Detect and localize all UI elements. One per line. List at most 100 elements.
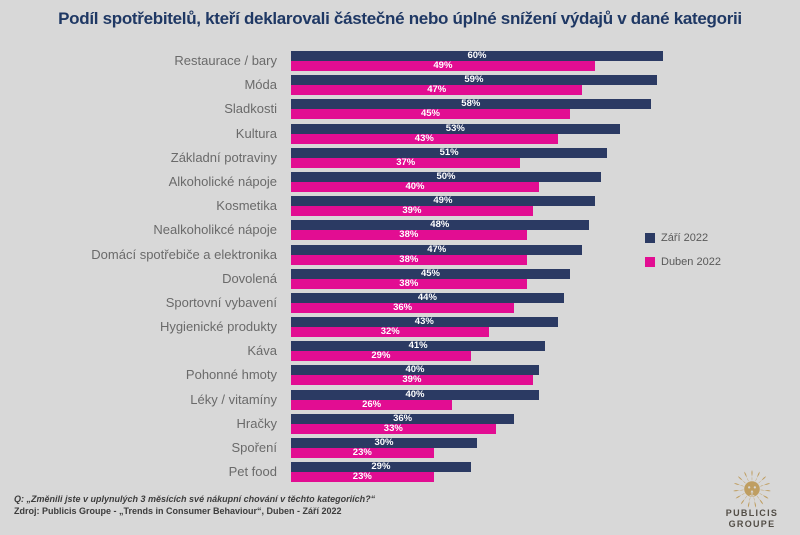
bar-september: 40% [291, 389, 539, 400]
footnote-source: Zdroj: Publicis Groupe - „Trends in Cons… [14, 505, 342, 516]
bar-value-label: 58% [461, 98, 481, 110]
bar-value-label: 45% [420, 267, 440, 279]
bar-september: 29% [291, 461, 471, 473]
bar-value-label: 49% [433, 195, 453, 207]
legend-label-september: Září 2022 [661, 232, 709, 244]
bar-april: 39% [291, 374, 533, 386]
chart-row: Sportovní vybavení 44% 36% [0, 291, 800, 317]
bar-september: 45% [291, 267, 570, 279]
bar-value-label: 53% [445, 122, 465, 134]
bar-september: 30% [291, 437, 477, 448]
chart-row: Spoření 30% 23% [0, 437, 800, 462]
category-label: Léky / vitamíny [190, 391, 277, 407]
legend-swatch-april-icon [645, 257, 655, 267]
bar-value-label: 23% [352, 447, 372, 458]
category-label: Domácí spotřebiče a elektronika [91, 246, 277, 262]
bar-april: 38% [291, 277, 527, 289]
chart-row: Domácí spotřebiče a elektronika 47% 38% [0, 243, 800, 269]
bar-september: 41% [291, 340, 546, 352]
legend-label-april: Duben 2022 [661, 256, 721, 268]
bar-value-label: 38% [399, 277, 419, 289]
chart-row: Káva 41% 29% [0, 341, 800, 365]
category-label: Základní potraviny [170, 149, 277, 165]
bar-value-label: 37% [396, 156, 416, 168]
bar-april: 43% [291, 132, 558, 144]
bar-september: 49% [291, 195, 595, 207]
bar-april: 45% [291, 108, 570, 120]
bar-value-label: 30% [374, 437, 394, 448]
chart-row: Kosmetika 49% 39% [0, 195, 800, 220]
chart-row: Sladkosti 58% 45% [0, 99, 800, 123]
bar-september: 40% [291, 364, 539, 376]
bar-value-label: 23% [352, 471, 372, 483]
chart-row: Pohonné hmoty 40% 39% [0, 365, 800, 389]
chart-row: Hygienické produkty 43% 32% [0, 316, 800, 341]
chart-row: Léky / vitamíny 40% 26% [0, 389, 800, 414]
bar-value-label: 43% [414, 132, 434, 144]
category-label: Káva [247, 343, 277, 359]
bar-value-label: 32% [380, 326, 400, 338]
category-label: Móda [244, 77, 277, 93]
bar-september: 59% [291, 74, 657, 86]
bar-value-label: 44% [417, 291, 437, 303]
bar-september: 43% [291, 316, 558, 328]
bar-value-label: 60% [467, 50, 487, 61]
bar-september: 58% [291, 98, 651, 110]
bar-value-label: 47% [427, 84, 447, 96]
bar-april: 33% [291, 422, 496, 434]
page-title: Podíl spotřebitelů, kteří deklarovali čá… [58, 9, 742, 28]
category-label: Pet food [228, 464, 277, 480]
category-label: Pohonné hmoty [185, 367, 277, 383]
bar-april: 38% [291, 229, 527, 241]
bar-april: 37% [291, 156, 521, 168]
category-label: Dovolená [222, 270, 277, 286]
category-label: Spoření [231, 440, 277, 455]
lion-sunburst-icon [733, 470, 771, 508]
bar-september: 44% [291, 291, 564, 303]
chart-row: Alkoholické nápoje 50% 40% [0, 171, 800, 196]
bar-april: 23% [291, 471, 434, 483]
bar-september: 47% [291, 243, 583, 255]
chart-row: Restaurace / bary 60% 49% [0, 50, 800, 75]
bar-april: 32% [291, 326, 490, 338]
legend-item-april: Duben 2022 [645, 255, 721, 269]
bar-september: 51% [291, 147, 608, 158]
chart-row: Kultura 53% 43% [0, 122, 800, 148]
category-label: Kosmetika [216, 198, 277, 214]
category-label: Sladkosti [224, 101, 277, 117]
publicis-groupe-logo: PUBLICIS GROUPE [710, 470, 794, 530]
bar-april: 49% [291, 60, 595, 71]
bar-value-label: 33% [383, 422, 403, 434]
bar-value-label: 29% [371, 350, 391, 362]
footnotes: Q: „Změnili jste v uplynulých 3 měsících… [14, 494, 375, 517]
bar-value-label: 40% [405, 364, 425, 376]
chart-row: Dovolená 45% 38% [0, 267, 800, 293]
bar-value-label: 59% [464, 74, 484, 86]
category-label: Kultura [235, 125, 277, 141]
bar-april: 40% [291, 181, 539, 192]
category-label: Restaurace / bary [174, 53, 277, 68]
bar-september: 53% [291, 122, 620, 134]
bar-value-label: 38% [399, 229, 419, 241]
legend: Září 2022 Duben 2022 [645, 231, 721, 279]
category-label: Sportovní vybavení [165, 294, 277, 310]
bar-value-label: 47% [427, 243, 447, 255]
bar-september: 48% [291, 220, 589, 231]
bar-value-label: 29% [371, 461, 391, 473]
logo-text-groupe: GROUPE [728, 519, 776, 529]
category-label: Hračky [236, 415, 277, 431]
bar-value-label: 26% [362, 398, 382, 410]
category-label: Alkoholické nápoje [168, 173, 277, 189]
bar-value-label: 39% [402, 374, 422, 386]
chart-row: Hračky 36% 33% [0, 413, 800, 438]
bar-value-label: 41% [408, 340, 428, 352]
bar-september: 50% [291, 171, 601, 182]
bar-september: 60% [291, 50, 663, 61]
bar-value-label: 49% [433, 60, 453, 71]
chart-row: Základní potraviny 51% 37% [0, 147, 800, 172]
bar-chart: Restaurace / bary 60% 49% Móda 59% 47% Sladkos… [0, 50, 800, 486]
bar-value-label: 45% [420, 108, 440, 120]
chart-row: Móda 59% 47% [0, 74, 800, 99]
legend-item-september: Září 2022 [645, 231, 721, 245]
